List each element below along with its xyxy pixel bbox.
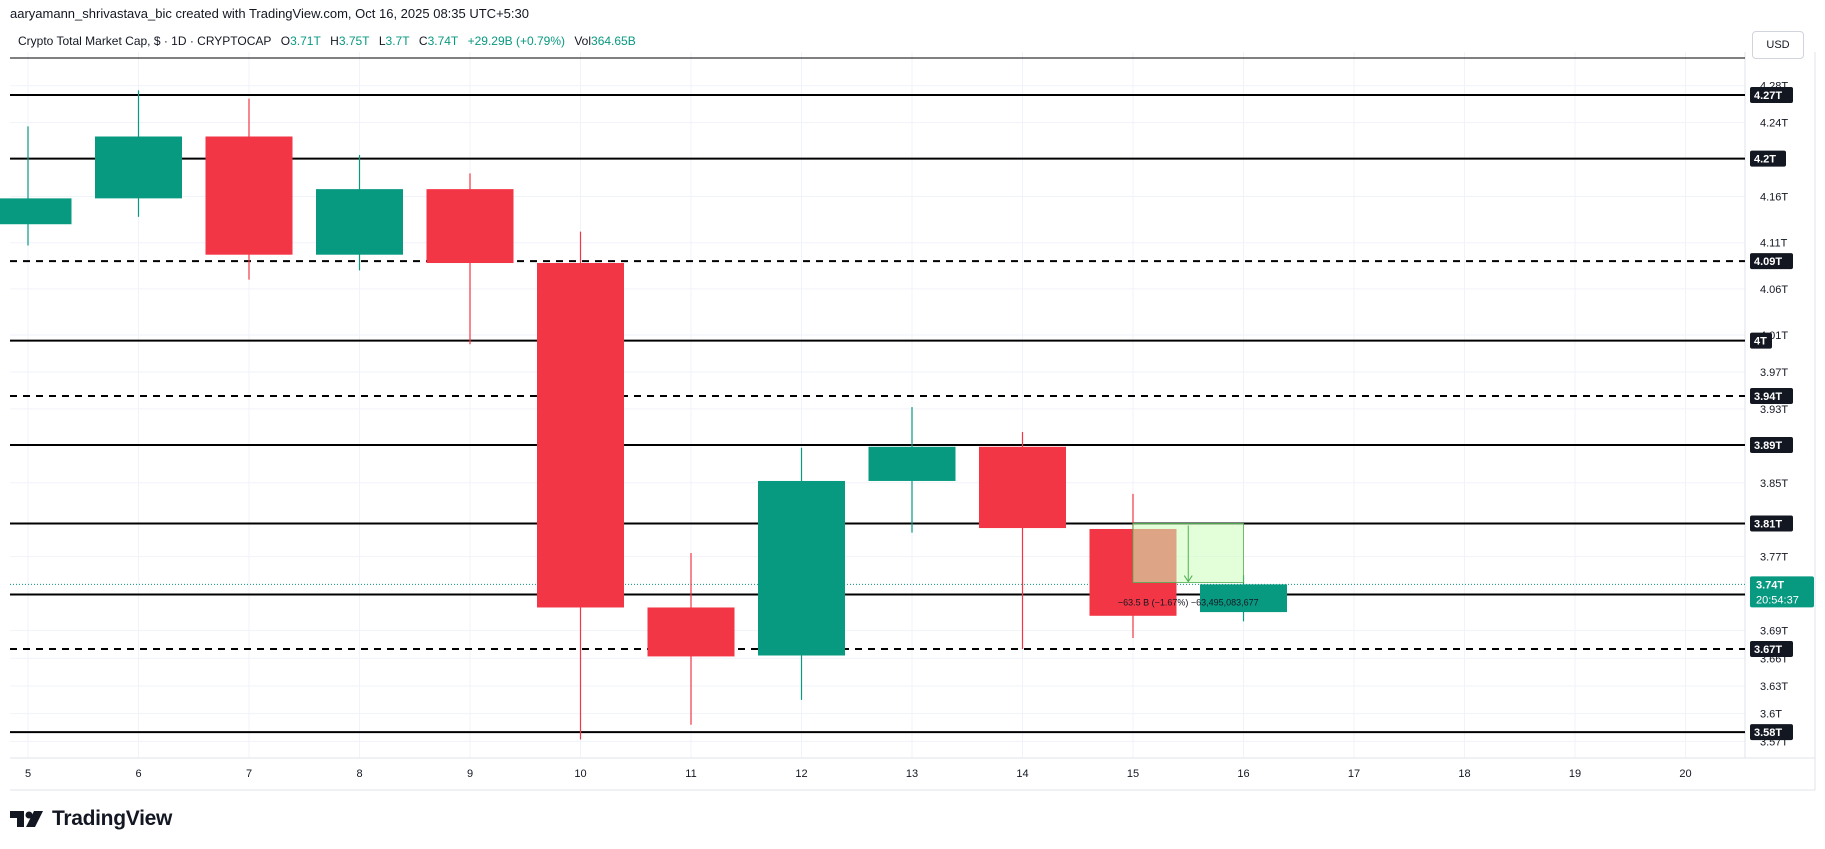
- y-tick-label[interactable]: 3.6T: [1760, 709, 1782, 721]
- x-tick-label[interactable]: 20: [1679, 768, 1691, 780]
- level-label-text[interactable]: 3.94T: [1754, 391, 1782, 403]
- candle-body[interactable]: [537, 263, 624, 607]
- countdown-label: 20:54:37: [1756, 594, 1799, 606]
- price-chart[interactable]: −63.5 B (−1.67%) −63,495,083,677 4.28T4.…: [0, 0, 1825, 800]
- y-tick-label[interactable]: 3.69T: [1760, 626, 1788, 638]
- tradingview-logo[interactable]: TradingView: [10, 807, 172, 831]
- price-axis[interactable]: 4.28T4.24T4.16T4.11T4.06T4.01T3.97T3.93T…: [1750, 81, 1814, 749]
- level-label-text[interactable]: 4.27T: [1754, 90, 1782, 102]
- candle-body[interactable]: [758, 481, 845, 656]
- x-tick-label[interactable]: 11: [685, 768, 696, 780]
- x-tick-label[interactable]: 18: [1458, 768, 1470, 780]
- x-tick-label[interactable]: 19: [1569, 768, 1581, 780]
- x-tick-label[interactable]: 7: [246, 768, 252, 780]
- x-tick-label[interactable]: 13: [906, 768, 918, 780]
- candle-body[interactable]: [0, 198, 72, 224]
- time-axis[interactable]: 5 6 7 8 9 10 11 12 13 14 15 16 17 18 19 20: [25, 768, 1692, 780]
- x-tick-label[interactable]: 5: [25, 768, 31, 780]
- y-tick-label[interactable]: 4.06T: [1760, 284, 1788, 296]
- level-label-text[interactable]: 3.89T: [1754, 440, 1782, 452]
- level-label-text[interactable]: 4.09T: [1754, 256, 1782, 268]
- level-label-text[interactable]: 3.81T: [1754, 518, 1782, 530]
- y-tick-label[interactable]: 3.93T: [1760, 404, 1788, 416]
- candle-body[interactable]: [316, 189, 403, 255]
- y-tick-label[interactable]: 3.97T: [1760, 367, 1788, 379]
- y-tick-label[interactable]: 4.16T: [1760, 192, 1788, 204]
- x-tick-label[interactable]: 8: [356, 768, 362, 780]
- candle-body[interactable]: [869, 447, 956, 481]
- candles[interactable]: [0, 90, 1287, 739]
- y-tick-label[interactable]: 3.77T: [1760, 552, 1788, 564]
- x-tick-label[interactable]: 15: [1127, 768, 1139, 780]
- x-tick-label[interactable]: 17: [1348, 768, 1360, 780]
- tradingview-logo-icon: [10, 809, 46, 829]
- candle-body[interactable]: [427, 189, 514, 263]
- measure-label: −63.5 B (−1.67%) −63,495,083,677: [1118, 598, 1259, 608]
- x-tick-label[interactable]: 9: [467, 768, 473, 780]
- y-tick-label[interactable]: 4.11T: [1760, 238, 1788, 250]
- y-tick-label[interactable]: 3.63T: [1760, 681, 1788, 693]
- y-tick-label[interactable]: 4.24T: [1760, 118, 1788, 130]
- y-tick-label[interactable]: 3.85T: [1760, 478, 1788, 490]
- candle-body[interactable]: [648, 607, 735, 656]
- level-label-text[interactable]: 4.2T: [1754, 154, 1776, 166]
- x-tick-label[interactable]: 10: [574, 768, 586, 780]
- currency-button[interactable]: USD: [1752, 31, 1804, 59]
- x-tick-label[interactable]: 16: [1237, 768, 1249, 780]
- x-tick-label[interactable]: 12: [795, 768, 807, 780]
- candle-body[interactable]: [95, 136, 182, 198]
- x-tick-label[interactable]: 14: [1016, 768, 1028, 780]
- x-tick-label[interactable]: 6: [135, 768, 141, 780]
- tradingview-brand: TradingView: [52, 807, 172, 831]
- level-label-text[interactable]: 3.67T: [1754, 644, 1782, 656]
- level-label-text[interactable]: 3.58T: [1754, 727, 1782, 739]
- level-label-text[interactable]: 4T: [1754, 336, 1767, 348]
- last-price-label[interactable]: 3.74T: [1756, 579, 1784, 591]
- candle-body[interactable]: [206, 136, 293, 254]
- candle-body[interactable]: [979, 447, 1066, 528]
